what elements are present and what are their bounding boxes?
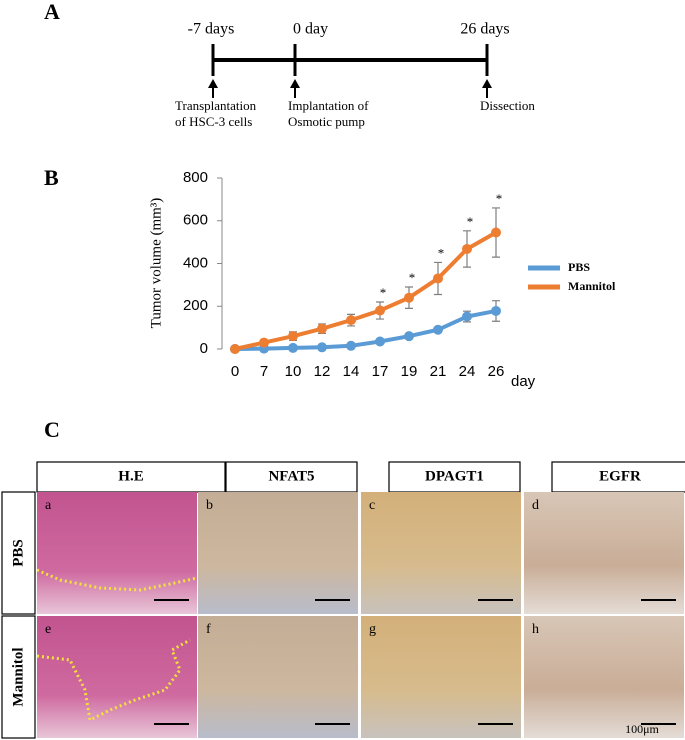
panel-letter: g xyxy=(369,622,376,637)
timeline-caption: Osmotic pump xyxy=(288,114,365,129)
arrow-head xyxy=(482,79,492,88)
y-tick-label: 0 xyxy=(200,340,208,357)
timeline-label: 0 day xyxy=(293,21,328,38)
significance-mark: * xyxy=(496,191,503,206)
legend-label: PBS xyxy=(568,260,590,274)
x-tick-label: 0 xyxy=(231,363,239,380)
legend-label: Mannitol xyxy=(568,279,616,293)
x-tick-label: 17 xyxy=(372,363,389,380)
micrograph xyxy=(524,616,684,738)
x-tick-label: 24 xyxy=(459,363,476,380)
data-point xyxy=(288,331,298,342)
timeline-caption: Transplantation xyxy=(175,98,257,113)
data-point xyxy=(346,340,356,351)
panel-letter: f xyxy=(206,622,211,637)
arrow-head xyxy=(290,79,300,88)
data-point xyxy=(375,336,385,347)
significance-mark: * xyxy=(409,270,416,285)
panel-letter: a xyxy=(45,498,52,513)
scale-bar-label: 100μm xyxy=(625,722,659,736)
data-point xyxy=(433,324,443,335)
micrograph xyxy=(198,492,358,614)
x-tick-label: 10 xyxy=(285,363,302,380)
significance-mark: * xyxy=(380,285,387,300)
data-point xyxy=(462,243,472,254)
data-point xyxy=(433,273,443,284)
column-header: NFAT5 xyxy=(268,468,314,484)
tumor-border xyxy=(36,638,191,723)
column-header-box xyxy=(225,461,358,493)
series-line xyxy=(234,308,497,351)
panel-letter: b xyxy=(206,498,213,513)
panel-letter: h xyxy=(532,622,539,637)
data-point xyxy=(491,305,501,316)
micrograph xyxy=(198,616,358,738)
row-header-box xyxy=(1,615,36,739)
tumor-border xyxy=(36,568,198,592)
significance-mark: * xyxy=(467,214,474,229)
x-tick-label: 14 xyxy=(343,363,360,380)
column-header: H.E xyxy=(118,468,143,484)
data-point xyxy=(462,311,472,322)
panel-label: A xyxy=(44,0,60,24)
timeline-label: -7 days xyxy=(188,21,235,38)
x-tick-label: 12 xyxy=(314,363,331,380)
data-point xyxy=(491,227,501,238)
data-point xyxy=(404,292,414,303)
micrograph xyxy=(361,616,521,738)
significance-mark: * xyxy=(438,245,445,260)
column-header: DPAGT1 xyxy=(425,468,484,484)
y-tick-label: 800 xyxy=(183,169,208,186)
data-point xyxy=(404,331,414,342)
data-point xyxy=(375,305,385,316)
row-header-box xyxy=(1,491,36,615)
panel-letter: e xyxy=(45,622,51,637)
y-axis-label: Tumor volume (mm³) xyxy=(148,198,164,329)
x-tick-label: 26 xyxy=(488,363,505,380)
data-point xyxy=(288,342,298,353)
y-tick-label: 400 xyxy=(183,254,208,271)
arrow-head xyxy=(208,79,218,88)
panel-label: C xyxy=(44,417,60,442)
x-tick-label: 21 xyxy=(430,363,447,380)
panel-letter: d xyxy=(532,498,539,513)
x-tick-label: 19 xyxy=(401,363,418,380)
micrograph xyxy=(361,492,521,614)
micrographs: H.E NFAT5 DPAGT1 EGFR PBS a b c d Mannitol e f g h 100… xyxy=(1,461,685,739)
timeline-caption: of HSC-3 cells xyxy=(175,114,252,129)
chart: 0 200 400 600 800 0 7 10 12 14 17 19 21 24 26 day Tumor … xyxy=(148,169,616,390)
data-point xyxy=(346,315,356,326)
y-tick-label: 600 xyxy=(183,212,208,229)
data-point xyxy=(317,323,327,334)
data-point xyxy=(230,344,240,354)
timeline-caption: Implantation of xyxy=(288,98,369,113)
micrograph xyxy=(524,492,684,614)
timeline-label: 26 days xyxy=(460,21,509,38)
row-header: PBS xyxy=(10,539,26,567)
row-header: Mannitol xyxy=(10,647,26,706)
column-header: EGFR xyxy=(599,468,641,484)
panel-letter: c xyxy=(369,498,375,513)
data-point xyxy=(317,342,327,353)
timeline-caption: Dissection xyxy=(480,98,535,113)
micrograph xyxy=(37,492,197,614)
data-point xyxy=(259,337,269,348)
x-tick-label: 7 xyxy=(260,363,268,380)
panel-label: B xyxy=(44,165,59,190)
y-tick-label: 200 xyxy=(183,297,208,314)
series-line xyxy=(234,230,497,351)
x-axis-label: day xyxy=(511,373,536,390)
micrograph xyxy=(37,616,197,738)
